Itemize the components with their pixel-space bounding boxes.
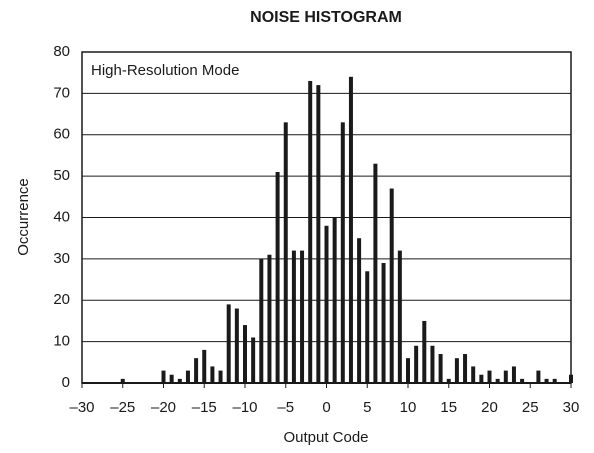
bar (234, 308, 239, 383)
bar (291, 250, 296, 383)
bar (275, 171, 280, 383)
bar (511, 366, 516, 383)
bar (210, 366, 215, 383)
bar (169, 374, 174, 383)
x-tick-label: 30 (563, 399, 580, 416)
x-axis-label: Output Code (283, 429, 368, 446)
bar (422, 320, 427, 383)
bar (479, 374, 484, 383)
x-tick-label: –30 (69, 399, 94, 416)
x-tick-label: 15 (440, 399, 457, 416)
x-tick-label: 20 (481, 399, 498, 416)
bar (471, 366, 476, 383)
y-axis-label: Occurrence (15, 178, 32, 256)
bar (243, 325, 247, 383)
bar (430, 345, 435, 383)
bar (536, 370, 541, 383)
bar (218, 370, 223, 383)
bar (185, 370, 190, 383)
bar (569, 374, 573, 383)
x-tick-label: –25 (110, 399, 135, 416)
x-tick-label: 10 (400, 399, 417, 416)
bar (348, 76, 353, 383)
bar (120, 378, 125, 383)
y-tick-label: 0 (62, 374, 70, 391)
bar (495, 378, 500, 383)
bar (251, 337, 256, 383)
x-tick-label: 0 (322, 399, 330, 416)
bar (389, 188, 394, 383)
bar (414, 345, 419, 383)
x-tick-label: –15 (192, 399, 217, 416)
bar (332, 217, 337, 383)
bar (503, 370, 508, 383)
bar (340, 122, 345, 384)
bar (308, 80, 313, 384)
bar (194, 358, 199, 383)
bar (544, 378, 549, 383)
bar (438, 354, 443, 383)
bar (267, 254, 272, 383)
chart-title: NOISE HISTOGRAM (250, 9, 402, 26)
bar (161, 370, 166, 383)
bar (324, 225, 329, 383)
y-tick-label: 50 (53, 167, 70, 184)
bar (226, 304, 231, 383)
bar (177, 378, 182, 383)
x-tick-label: 5 (363, 399, 371, 416)
bar (454, 358, 459, 383)
annotation: High-Resolution Mode (91, 62, 239, 79)
bar (357, 238, 362, 383)
bar (552, 378, 557, 383)
bar (463, 354, 468, 383)
bar (259, 258, 264, 383)
x-tick-label: –20 (151, 399, 176, 416)
x-tick-label: –10 (232, 399, 257, 416)
bar (406, 358, 410, 383)
bar (202, 349, 207, 383)
bar (446, 378, 451, 383)
y-tick-label: 30 (53, 250, 70, 267)
y-tick-label: 70 (53, 84, 70, 101)
bar (487, 370, 492, 383)
y-tick-label: 60 (53, 126, 70, 143)
y-tick-label: 20 (53, 291, 70, 308)
bar (381, 263, 386, 383)
bar (373, 163, 378, 383)
bar (283, 122, 288, 384)
bar (520, 378, 525, 383)
bar (300, 250, 305, 383)
y-tick-label: 40 (53, 208, 70, 225)
bar (365, 271, 370, 383)
bar (397, 250, 402, 383)
bar (316, 85, 321, 383)
x-tick-label: 25 (522, 399, 539, 416)
x-tick-label: –5 (277, 399, 294, 416)
y-tick-label: 80 (53, 43, 70, 60)
y-tick-label: 10 (53, 333, 70, 350)
